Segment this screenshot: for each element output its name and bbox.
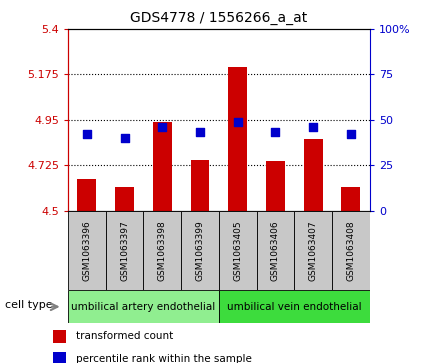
Bar	[228, 68, 247, 211]
Point	[234, 119, 241, 125]
Text: GSM1063408: GSM1063408	[346, 220, 355, 281]
Bar	[294, 211, 332, 290]
Title: GDS4778 / 1556266_a_at: GDS4778 / 1556266_a_at	[130, 11, 308, 25]
Bar	[68, 211, 106, 290]
Text: cell type: cell type	[6, 300, 53, 310]
Bar	[53, 330, 66, 343]
Bar	[106, 211, 143, 290]
Point	[310, 124, 317, 130]
Bar	[332, 211, 370, 290]
Text: GSM1063405: GSM1063405	[233, 220, 242, 281]
Text: GSM1063397: GSM1063397	[120, 220, 129, 281]
Bar	[341, 187, 360, 211]
Bar	[257, 211, 294, 290]
Point	[197, 130, 204, 135]
Point	[121, 135, 128, 141]
Point	[159, 124, 166, 130]
Bar	[143, 211, 181, 290]
Point	[348, 131, 354, 137]
Bar	[266, 161, 285, 211]
Text: umbilical artery endothelial: umbilical artery endothelial	[71, 302, 215, 312]
Text: GSM1063406: GSM1063406	[271, 220, 280, 281]
Text: GSM1063398: GSM1063398	[158, 220, 167, 281]
Bar	[304, 139, 323, 211]
Text: percentile rank within the sample: percentile rank within the sample	[76, 354, 252, 363]
Bar	[219, 290, 370, 323]
Bar	[219, 211, 257, 290]
Point	[272, 130, 279, 135]
Text: GSM1063407: GSM1063407	[309, 220, 317, 281]
Bar	[77, 179, 96, 211]
Text: GSM1063396: GSM1063396	[82, 220, 91, 281]
Bar	[68, 290, 219, 323]
Point	[83, 131, 90, 137]
Bar	[190, 160, 210, 211]
Text: GSM1063399: GSM1063399	[196, 220, 204, 281]
Bar	[115, 187, 134, 211]
Text: umbilical vein endothelial: umbilical vein endothelial	[227, 302, 362, 312]
Bar	[153, 122, 172, 211]
Bar	[53, 352, 66, 363]
Bar	[181, 211, 219, 290]
Text: transformed count: transformed count	[76, 331, 173, 341]
